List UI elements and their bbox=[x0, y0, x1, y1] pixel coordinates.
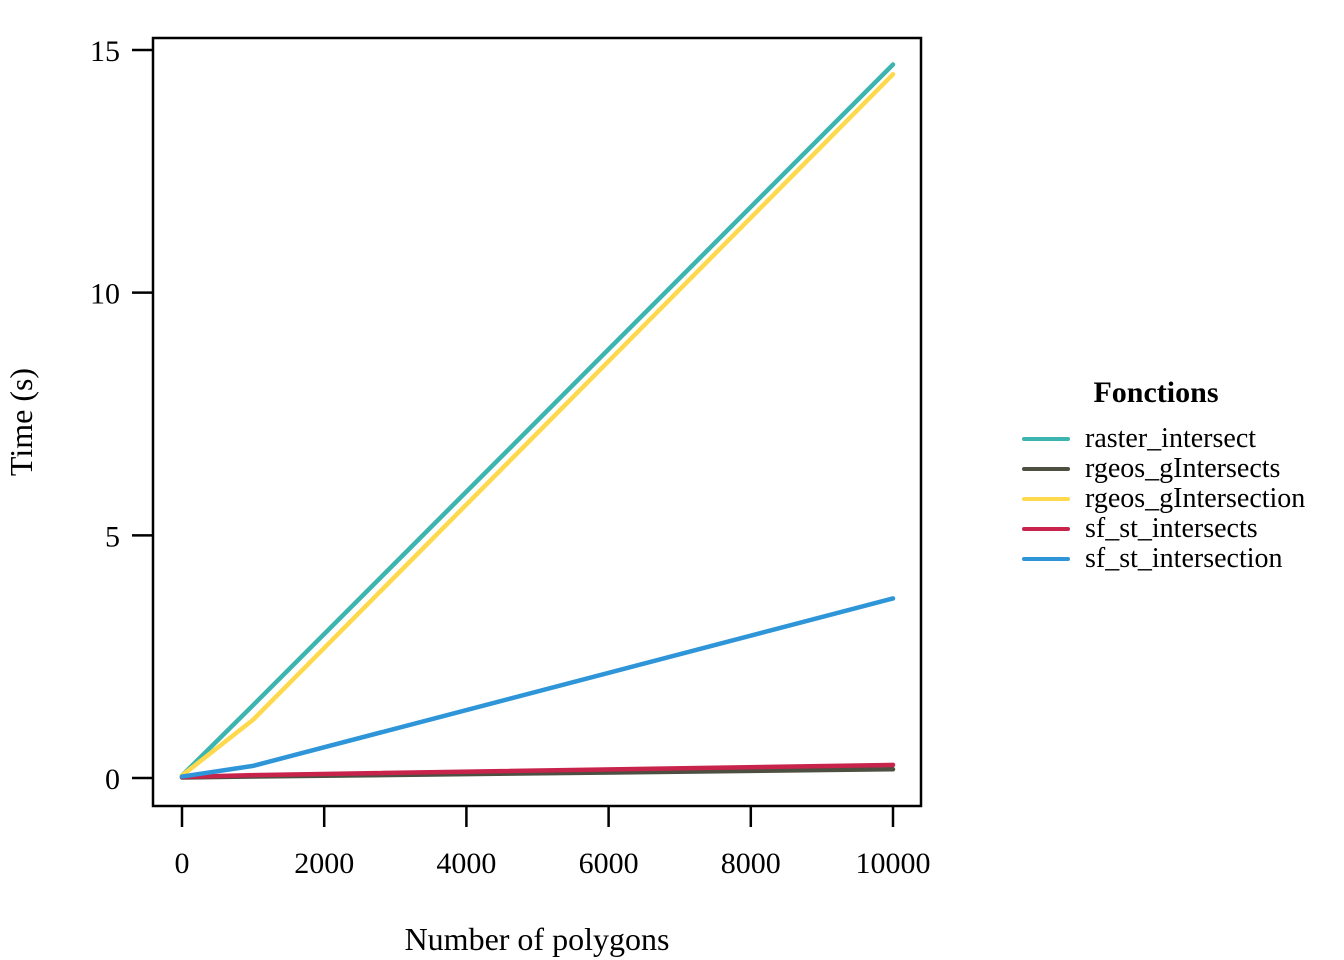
y-tick-label: 15 bbox=[90, 35, 120, 68]
x-axis-title: Number of polygons bbox=[405, 921, 670, 957]
plot-box bbox=[151, 36, 923, 808]
legend-swatch-rgeos_gIntersection bbox=[1022, 497, 1070, 501]
legend-label: sf_st_intersects bbox=[1085, 513, 1258, 544]
x-tick-label: 8000 bbox=[721, 847, 781, 880]
y-axis-title: Time (s) bbox=[3, 368, 39, 476]
legend-title: Fonctions bbox=[1093, 376, 1219, 409]
series-line-sf_st_intersects bbox=[179, 762, 896, 780]
y-tick-label: 0 bbox=[105, 763, 120, 796]
legend-label: sf_st_intersection bbox=[1085, 543, 1283, 574]
legend-entry: raster_intersect bbox=[1022, 423, 1290, 454]
series-line-rgeos_gIntersection bbox=[179, 72, 896, 778]
series-line-raster_intersect bbox=[179, 62, 896, 778]
legend-label: raster_intersect bbox=[1085, 423, 1257, 454]
legend-label: rgeos_gIntersects bbox=[1085, 453, 1281, 484]
legend-swatch-rgeos_gIntersects bbox=[1022, 467, 1070, 471]
x-tick-label: 6000 bbox=[579, 847, 639, 880]
legend-swatch-sf_st_intersects bbox=[1022, 527, 1070, 531]
x-tick-label: 4000 bbox=[436, 847, 496, 880]
legend-entry: rgeos_gIntersection bbox=[1022, 483, 1305, 514]
y-tick-label: 10 bbox=[90, 278, 120, 311]
y-tick-label: 5 bbox=[105, 520, 120, 553]
series-line-sf_st_intersection bbox=[179, 596, 896, 779]
x-tick-label: 2000 bbox=[294, 847, 354, 880]
legend-swatch-sf_st_intersection bbox=[1022, 557, 1070, 561]
legend: Fonctions raster_intersect rgeos_gInters… bbox=[1022, 376, 1305, 574]
legend-swatch-raster_intersect bbox=[1022, 437, 1070, 441]
legend-entry: sf_st_intersects bbox=[1022, 513, 1290, 544]
legend-label: rgeos_gIntersection bbox=[1085, 483, 1306, 514]
x-tick-label: 0 bbox=[175, 847, 190, 880]
legend-entry: rgeos_gIntersects bbox=[1022, 453, 1290, 484]
x-tick-label: 10000 bbox=[856, 847, 931, 880]
legend-entry: sf_st_intersection bbox=[1022, 543, 1290, 574]
